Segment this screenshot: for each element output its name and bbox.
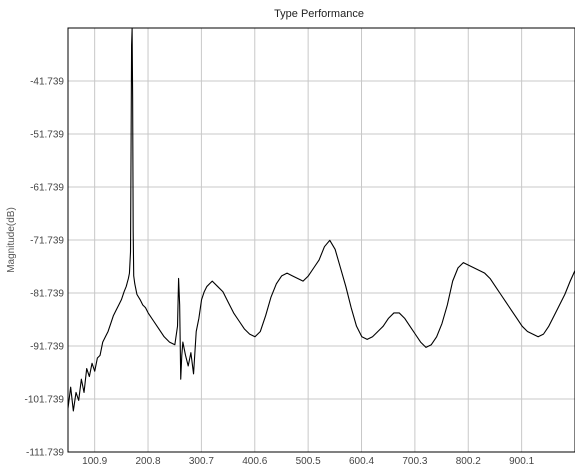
y-tick-label: -51.739	[30, 130, 64, 141]
series-line-0	[67, 28, 575, 412]
x-tick-label: 600.4	[349, 456, 374, 467]
gridlines	[68, 28, 575, 452]
x-tick-label: 800.2	[456, 456, 481, 467]
y-tick-label: -71.739	[30, 236, 64, 247]
plot-frame	[67, 27, 575, 453]
x-tick-label: 100.9	[82, 456, 107, 467]
y-tick-label: -111.739	[26, 448, 64, 459]
y-tick-label: -101.739	[25, 395, 65, 406]
y-tick-label: -91.739	[30, 342, 64, 353]
x-tick-label: 300.7	[189, 456, 214, 467]
x-tick-label: 500.5	[296, 456, 321, 467]
x-axis-ticks: 100.9 200.8 300.7 400.6 500.5 600.4 700.3 800.2…	[82, 456, 534, 467]
y-tick-label: -81.739	[30, 289, 64, 300]
series-layer	[67, 28, 575, 412]
chart-title: Type Performance	[274, 8, 364, 20]
y-tick-label: -61.739	[30, 183, 64, 194]
y-axis-ticks: -41.739 -51.739 -61.739 -71.739 -81.739 -91.7…	[25, 77, 65, 459]
x-tick-label: 700.3	[402, 456, 427, 467]
x-tick-label: 900.1	[509, 456, 534, 467]
y-axis-label: Magnitude(dB)	[6, 207, 17, 273]
x-tick-label: 200.8	[136, 456, 161, 467]
x-tick-label: 400.6	[242, 456, 267, 467]
y-tick-label: -41.739	[30, 77, 64, 88]
